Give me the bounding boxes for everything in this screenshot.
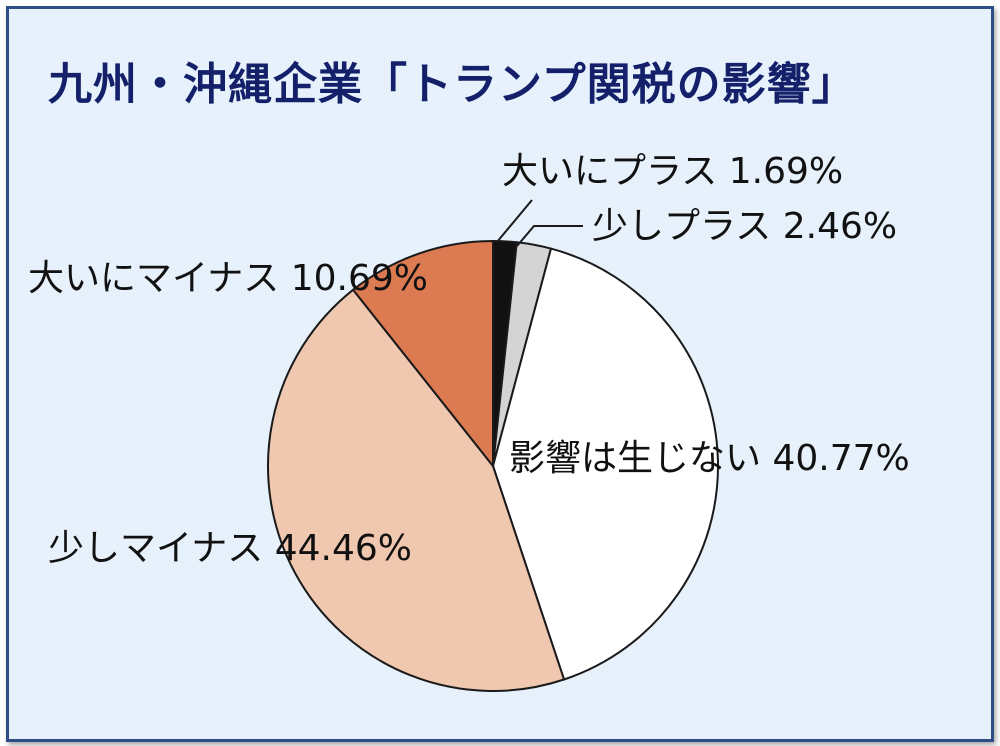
slice-label: 大いにマイナス 10.69% xyxy=(28,258,428,299)
slice-label: 大いにプラス 1.69% xyxy=(502,151,843,192)
pie-slice xyxy=(267,288,566,692)
slice-label: 影響は生じない 40.77% xyxy=(509,438,910,479)
pie-slice xyxy=(352,240,494,467)
leader-line xyxy=(516,225,583,247)
chart-title: 九州・沖縄企業「トランプ関税の影響」 xyxy=(48,59,857,110)
slice-label: 少しマイナス 44.46% xyxy=(48,528,412,569)
pie-slice xyxy=(492,247,719,681)
leader-line xyxy=(496,199,533,243)
slice-label: 少しプラス 2.46% xyxy=(592,206,897,247)
